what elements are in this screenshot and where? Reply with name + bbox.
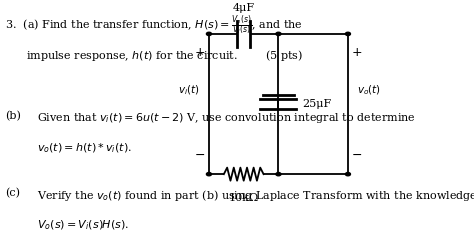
Text: $v_o(t)$: $v_o(t)$ bbox=[357, 83, 381, 97]
Text: +: + bbox=[352, 46, 362, 59]
Text: −: − bbox=[352, 149, 362, 162]
Text: +: + bbox=[195, 46, 205, 59]
Text: impulse response, $h(t)$ for the circuit.        (5 pts): impulse response, $h(t)$ for the circuit… bbox=[26, 48, 303, 63]
Circle shape bbox=[207, 32, 211, 35]
Text: $v_o(t) = h(t) * v_i(t)$.: $v_o(t) = h(t) * v_i(t)$. bbox=[37, 141, 132, 155]
Text: $v_i(t)$: $v_i(t)$ bbox=[178, 83, 200, 97]
Text: (b): (b) bbox=[5, 111, 21, 121]
Text: Verify the $v_o(t)$ found in part (b) using Laplace Transform with the knowledge: Verify the $v_o(t)$ found in part (b) us… bbox=[37, 188, 474, 203]
Circle shape bbox=[276, 173, 281, 176]
Text: 10kΩ: 10kΩ bbox=[228, 193, 259, 203]
Text: −: − bbox=[195, 149, 205, 162]
Circle shape bbox=[276, 32, 281, 35]
Circle shape bbox=[207, 173, 211, 176]
Text: 4μF: 4μF bbox=[233, 3, 255, 13]
Circle shape bbox=[346, 32, 350, 35]
Text: 25μF: 25μF bbox=[302, 99, 331, 109]
Text: 3.  (a) Find the transfer function, $H(s) = \frac{V_o(s)}{V_i(s)}$, and the: 3. (a) Find the transfer function, $H(s)… bbox=[5, 13, 303, 37]
Text: $V_o(s) = V_i(s)H(s)$.: $V_o(s) = V_i(s)H(s)$. bbox=[37, 219, 129, 232]
Circle shape bbox=[346, 173, 350, 176]
Text: Given that $v_i(t) = 6u(t - 2)$ V, use convolution integral to determine: Given that $v_i(t) = 6u(t - 2)$ V, use c… bbox=[37, 111, 416, 125]
Text: (c): (c) bbox=[5, 188, 20, 199]
